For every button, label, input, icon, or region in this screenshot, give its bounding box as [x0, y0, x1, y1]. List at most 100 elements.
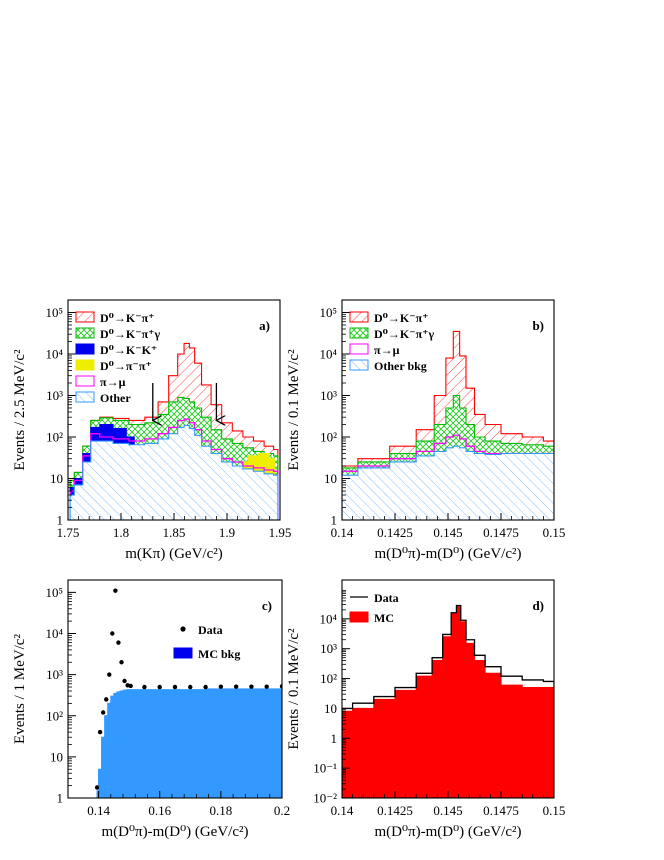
x-tick-label: 1.75	[57, 525, 80, 540]
legend-swatch	[349, 611, 369, 623]
panel-label: c)	[262, 598, 272, 613]
legend-label: MC	[374, 611, 394, 625]
legend-swatch	[75, 327, 95, 339]
data-point	[128, 683, 133, 689]
series-histogram	[342, 604, 554, 798]
y-tick-label: 10⁴	[319, 611, 337, 626]
legend-label: D⁰→K⁻K⁺	[100, 343, 157, 357]
data-point	[119, 660, 124, 665]
plot-area	[69, 342, 279, 520]
legend-label: π→μ	[100, 375, 126, 389]
legend-item: D⁰→K⁻π⁺	[75, 311, 155, 325]
legend-item: Data	[350, 591, 399, 605]
legend-item: π→μ	[349, 343, 400, 357]
data-point	[122, 678, 127, 684]
legend-label: D⁰→K⁻π⁺	[374, 311, 429, 325]
x-tick-label: 1.8	[113, 525, 129, 540]
x-tick-label: 0.15	[543, 525, 566, 540]
y-tick-label: 10⁵	[319, 305, 337, 320]
legend-item: D⁰→K⁻π⁺γ	[75, 327, 160, 341]
panel-c: 0.14 0.16 0.18 0.2 1 10 10² 10³ 10⁴ 10⁵ m(D⁰π)-m(D…	[12, 579, 290, 840]
legend-swatch	[173, 647, 193, 659]
data-point	[203, 684, 208, 690]
y-tick-label: 10²	[320, 671, 337, 686]
legend-swatch	[75, 359, 95, 371]
legend-label: D⁰→K⁻π⁺	[100, 311, 155, 325]
series-histogram	[96, 688, 282, 798]
data-point	[264, 684, 269, 689]
y-tick-label: 10	[50, 749, 63, 764]
legend-swatch	[75, 311, 95, 323]
legend-item: MC bkg	[173, 647, 240, 661]
series-histogram	[342, 445, 554, 520]
y-tick-label: 1	[57, 791, 64, 806]
data-point	[107, 672, 112, 677]
data-point	[104, 697, 109, 702]
y-tick-label: 10⁻²	[313, 791, 337, 806]
y-tick-label: 10³	[46, 667, 63, 682]
y-tick-label: 10³	[46, 388, 63, 403]
x-tick-label: 0.145	[433, 525, 462, 540]
panel-label: d)	[532, 598, 544, 613]
legend-item: π→μ	[75, 375, 126, 389]
x-tick-label: 0.18	[209, 803, 232, 818]
y-tick-label: 1	[331, 731, 338, 746]
legend-item: Other bkg	[349, 359, 427, 373]
y-tick-label: 10³	[320, 641, 337, 656]
legend-item: Data	[180, 623, 223, 637]
data-point	[97, 729, 103, 735]
panel-label: b)	[532, 318, 544, 333]
y-tick-label: 10³	[320, 388, 337, 403]
x-tick-label: 0.1425	[377, 525, 413, 540]
x-tick-label: 0.14	[331, 803, 354, 818]
legend-swatch	[75, 375, 95, 387]
plot-area	[342, 604, 554, 798]
legend-item: D⁰→K⁻K⁺	[75, 343, 157, 357]
legend-swatch	[349, 327, 369, 339]
legend-swatch	[349, 311, 369, 323]
x-axis-label: m(D⁰π)-m(D⁰) (GeV/c²)	[375, 546, 522, 562]
plot-area	[342, 330, 554, 520]
plot-area	[94, 588, 282, 798]
data-point	[157, 684, 162, 690]
legend-item: D⁰→π⁻π⁺	[75, 359, 152, 373]
legend-label: D⁰→π⁻π⁺	[100, 359, 152, 373]
data-point	[113, 588, 118, 593]
y-tick-label: 10	[324, 701, 337, 716]
legend: Data MC	[349, 591, 399, 625]
x-tick-label: 0.15	[543, 803, 566, 818]
y-axis-label: Events / 0.1 MeV/c²	[286, 628, 302, 750]
x-tick-label: 1.95	[269, 525, 292, 540]
legend-swatch	[75, 343, 95, 355]
x-tick-label: 1.85	[163, 525, 186, 540]
data-point	[100, 710, 106, 715]
legend-swatch	[349, 343, 369, 355]
legend-label: π→μ	[374, 343, 400, 357]
legend-item: D⁰→K⁻π⁺γ	[349, 327, 434, 341]
y-tick-label: 10²	[46, 429, 63, 444]
legend: Data MC bkg	[173, 623, 240, 661]
y-tick-label: 10⁵	[45, 585, 63, 600]
y-tick-label: 10	[324, 471, 337, 486]
x-axis-label: m(D⁰π)-m(D⁰) (GeV/c²)	[102, 824, 249, 840]
x-tick-label: 0.1475	[483, 803, 519, 818]
legend-item: Other	[75, 391, 131, 405]
legend-swatch	[349, 359, 369, 371]
y-tick-label: 10²	[46, 708, 63, 723]
data-point	[218, 684, 224, 689]
series-histogram	[69, 424, 279, 520]
x-tick-label: 0.145	[433, 803, 462, 818]
y-tick-label: 10²	[320, 429, 337, 444]
y-tick-label: 10	[50, 471, 63, 486]
y-axis-label: Events / 2.5 MeV/c²	[12, 349, 28, 471]
legend: D⁰→K⁻π⁺ D⁰→K⁻π⁺γ π→μ Other bkg	[349, 311, 434, 373]
legend-swatch	[180, 626, 186, 632]
x-tick-label: 0.1425	[377, 803, 413, 818]
data-point	[94, 785, 100, 790]
data-point	[116, 640, 121, 645]
x-axis-label: m(Kπ) (GeV/c²)	[125, 546, 222, 562]
legend-label: Other	[100, 391, 131, 405]
legend-label: MC bkg	[198, 647, 240, 661]
legend-label: D⁰→K⁻π⁺γ	[100, 327, 160, 341]
